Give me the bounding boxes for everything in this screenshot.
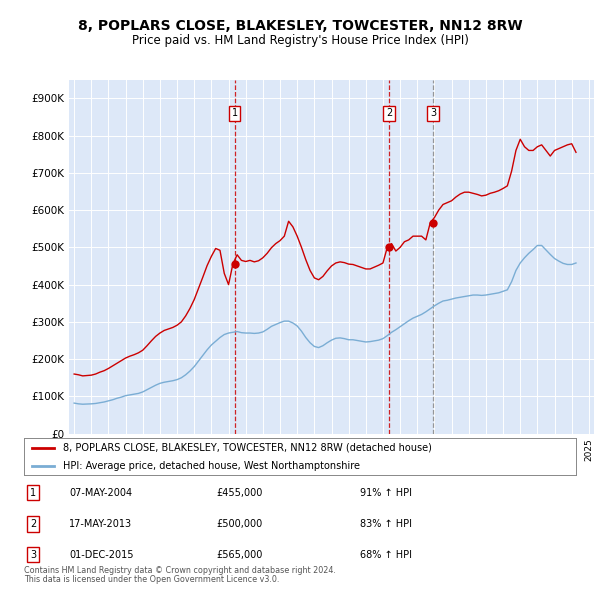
Text: 68% ↑ HPI: 68% ↑ HPI [360, 550, 412, 559]
Text: 91% ↑ HPI: 91% ↑ HPI [360, 488, 412, 497]
Text: This data is licensed under the Open Government Licence v3.0.: This data is licensed under the Open Gov… [24, 575, 280, 584]
Text: 07-MAY-2004: 07-MAY-2004 [69, 488, 132, 497]
Text: 3: 3 [30, 550, 36, 559]
Text: 17-MAY-2013: 17-MAY-2013 [69, 519, 132, 529]
Text: HPI: Average price, detached house, West Northamptonshire: HPI: Average price, detached house, West… [62, 461, 359, 471]
Text: 01-DEC-2015: 01-DEC-2015 [69, 550, 133, 559]
Text: 3: 3 [430, 109, 436, 118]
Text: 8, POPLARS CLOSE, BLAKESLEY, TOWCESTER, NN12 8RW: 8, POPLARS CLOSE, BLAKESLEY, TOWCESTER, … [77, 19, 523, 33]
Text: £500,000: £500,000 [216, 519, 262, 529]
Text: Contains HM Land Registry data © Crown copyright and database right 2024.: Contains HM Land Registry data © Crown c… [24, 566, 336, 575]
Text: £565,000: £565,000 [216, 550, 262, 559]
Text: 2: 2 [30, 519, 36, 529]
Text: Price paid vs. HM Land Registry's House Price Index (HPI): Price paid vs. HM Land Registry's House … [131, 34, 469, 47]
Text: 1: 1 [30, 488, 36, 497]
Text: 2: 2 [386, 109, 392, 118]
Text: £455,000: £455,000 [216, 488, 262, 497]
Text: 8, POPLARS CLOSE, BLAKESLEY, TOWCESTER, NN12 8RW (detached house): 8, POPLARS CLOSE, BLAKESLEY, TOWCESTER, … [62, 442, 431, 453]
Text: 83% ↑ HPI: 83% ↑ HPI [360, 519, 412, 529]
Text: 1: 1 [232, 109, 238, 118]
